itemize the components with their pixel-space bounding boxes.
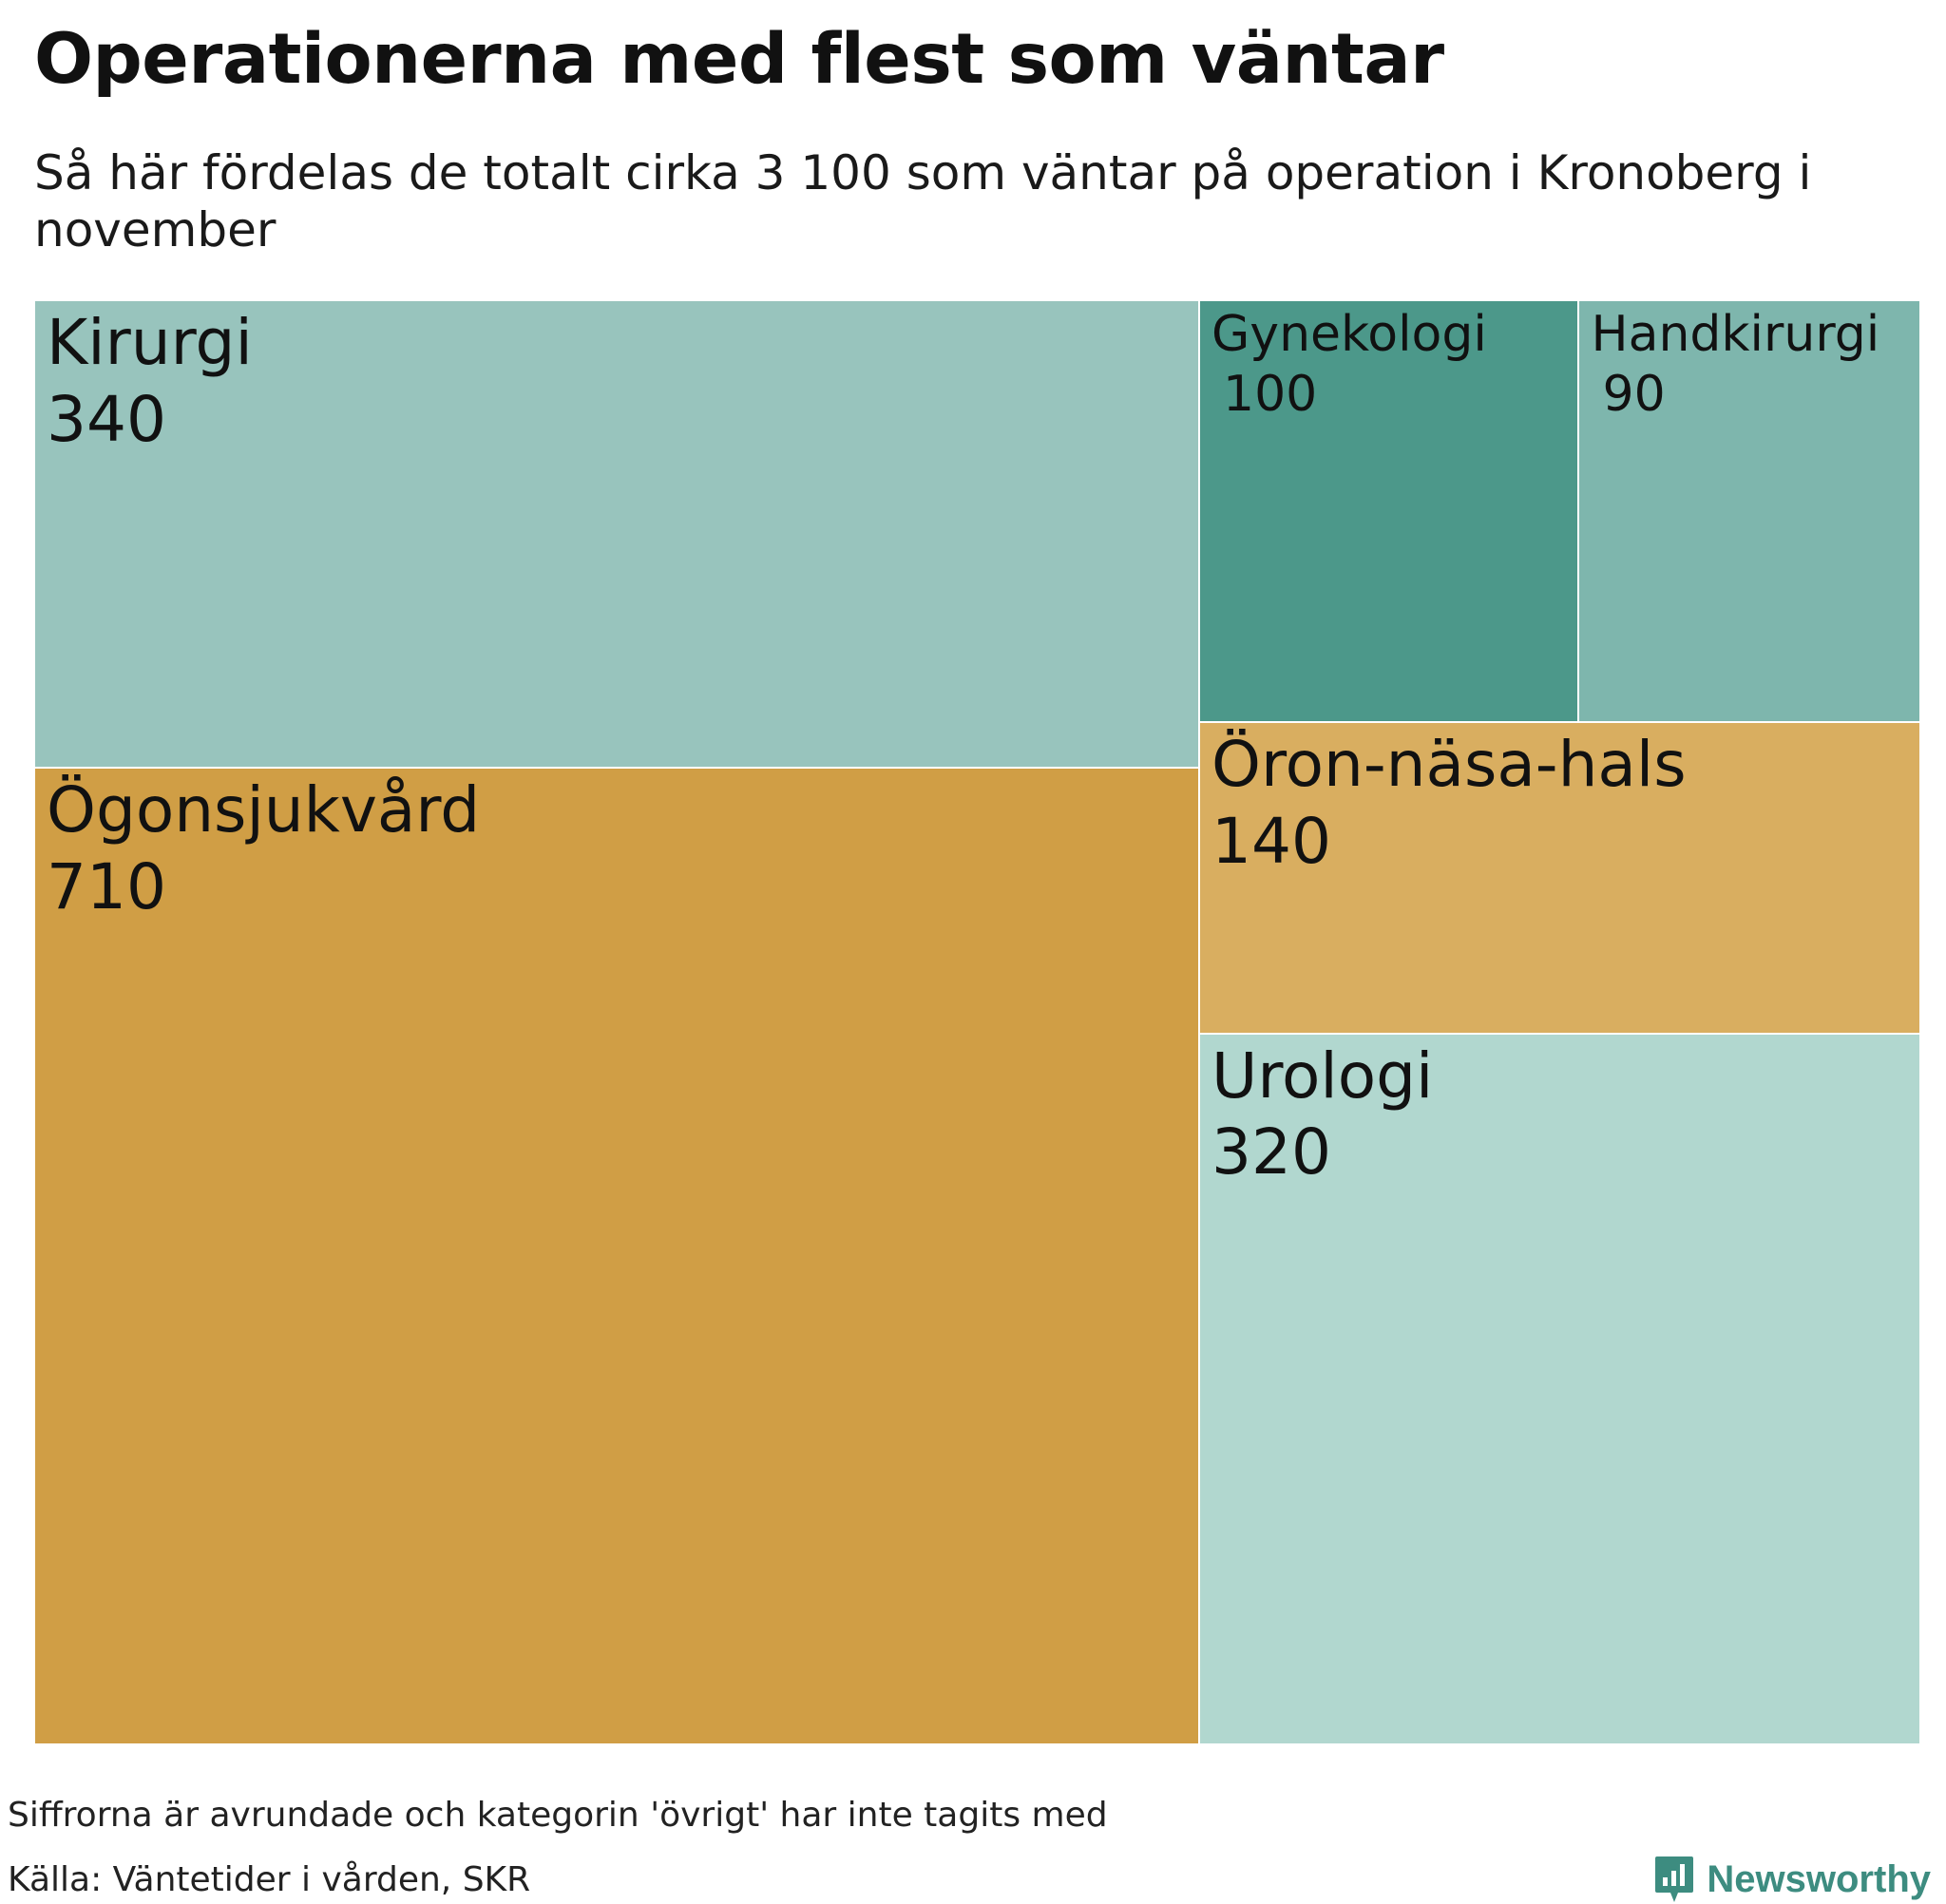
tile-name: Öron-näsa-hals xyxy=(1211,728,1687,802)
treemap-tile-handkirurgi: Handkirurgi 90 xyxy=(1578,300,1920,723)
tile-value: 140 xyxy=(1211,804,1331,878)
treemap-tile-ogonsjukvard: Ögonsjukvård 710 xyxy=(34,768,1200,1744)
treemap: Kirurgi 340 Ögonsjukvård 710 Gynekologi 100 Ha… xyxy=(34,300,1920,1744)
source-note: Källa: Väntetider i vården, SKR xyxy=(8,1860,531,1899)
tile-value: 100 xyxy=(1223,366,1318,424)
tile-label: Handkirurgi 90 xyxy=(1591,305,1879,426)
brand-logo: Newsworthy xyxy=(1653,1855,1931,1904)
tile-label: Kirurgi 340 xyxy=(47,305,253,458)
chart-subtitle: Så här fördelas de totalt cirka 3 100 so… xyxy=(34,145,1812,257)
newsworthy-logo-icon xyxy=(1655,1856,1694,1902)
logo-text: Newsworthy xyxy=(1707,1857,1931,1900)
treemap-tile-gynekologi: Gynekologi 100 xyxy=(1199,300,1579,723)
tile-label: Ögonsjukvård 710 xyxy=(47,772,480,925)
treemap-tile-urologi: Urologi 320 xyxy=(1199,1033,1920,1744)
tile-name: Handkirurgi xyxy=(1591,306,1880,363)
tile-label: Öron-näsa-hals 140 xyxy=(1211,727,1687,880)
treemap-tile-kirurgi: Kirurgi 340 xyxy=(34,300,1200,769)
footnote: Siffrorna är avrundade och kategorin 'öv… xyxy=(8,1796,1108,1835)
tile-value: 320 xyxy=(1211,1115,1331,1190)
tile-value: 710 xyxy=(47,849,166,923)
tile-name: Gynekologi xyxy=(1211,306,1487,363)
chart-title: Operationerna med flest som väntar xyxy=(34,19,1444,100)
tile-label: Gynekologi 100 xyxy=(1211,305,1487,426)
tile-value: 90 xyxy=(1602,366,1666,424)
tile-label: Urologi 320 xyxy=(1211,1038,1433,1191)
treemap-tile-oron-nasa-hals: Öron-näsa-hals 140 xyxy=(1199,722,1920,1034)
tile-name: Kirurgi xyxy=(47,306,253,379)
tile-name: Ögonsjukvård xyxy=(47,773,481,847)
tile-name: Urologi xyxy=(1211,1038,1434,1113)
tile-value: 340 xyxy=(47,382,166,456)
